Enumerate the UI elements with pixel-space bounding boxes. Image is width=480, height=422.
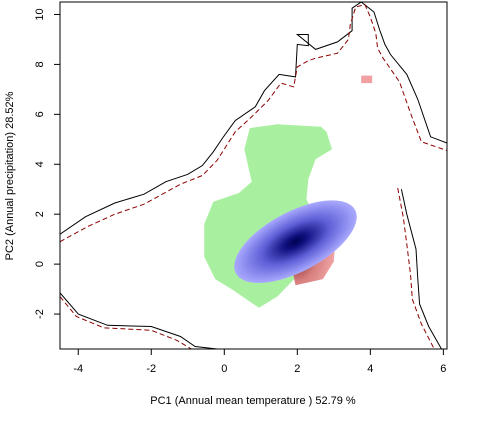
background-contours [60, 2, 447, 349]
y-tick-label: 6 [34, 111, 46, 117]
niche-regions [204, 75, 373, 308]
x-tick-label: -4 [73, 363, 83, 375]
solid-contour-line [60, 2, 447, 235]
red-niche-region [361, 75, 373, 84]
y-axis-title: PC2 (Annual precipitation) 28.52% [4, 91, 16, 260]
x-axis: -4 -2 0 2 4 6 [73, 349, 446, 375]
y-tick-label: 10 [34, 8, 46, 20]
x-tick-label: 2 [294, 363, 300, 375]
x-axis-title: PC1 (Annual mean temperature ) 52.79 % [150, 395, 356, 407]
dashed-contour-line [60, 296, 192, 349]
plot-frame [59, 1, 448, 350]
solid-contour-line [60, 292, 218, 349]
y-tick-label: 8 [34, 61, 46, 67]
dashed-contour-line [397, 187, 435, 349]
y-tick-label: -2 [34, 309, 46, 319]
y-tick-label: 4 [34, 161, 46, 167]
dashed-contour-line [60, 3, 447, 243]
solid-contour-line [400, 189, 442, 349]
x-tick-label: 6 [440, 363, 446, 375]
x-tick-label: -2 [146, 363, 156, 375]
x-tick-label: 0 [221, 363, 227, 375]
y-tick-label: 0 [34, 261, 46, 267]
blue-niche-region [234, 200, 357, 283]
y-tick-label: 2 [34, 211, 46, 217]
y-axis: -2 0 2 4 6 8 10 [34, 8, 60, 319]
x-tick-label: 4 [367, 363, 373, 375]
